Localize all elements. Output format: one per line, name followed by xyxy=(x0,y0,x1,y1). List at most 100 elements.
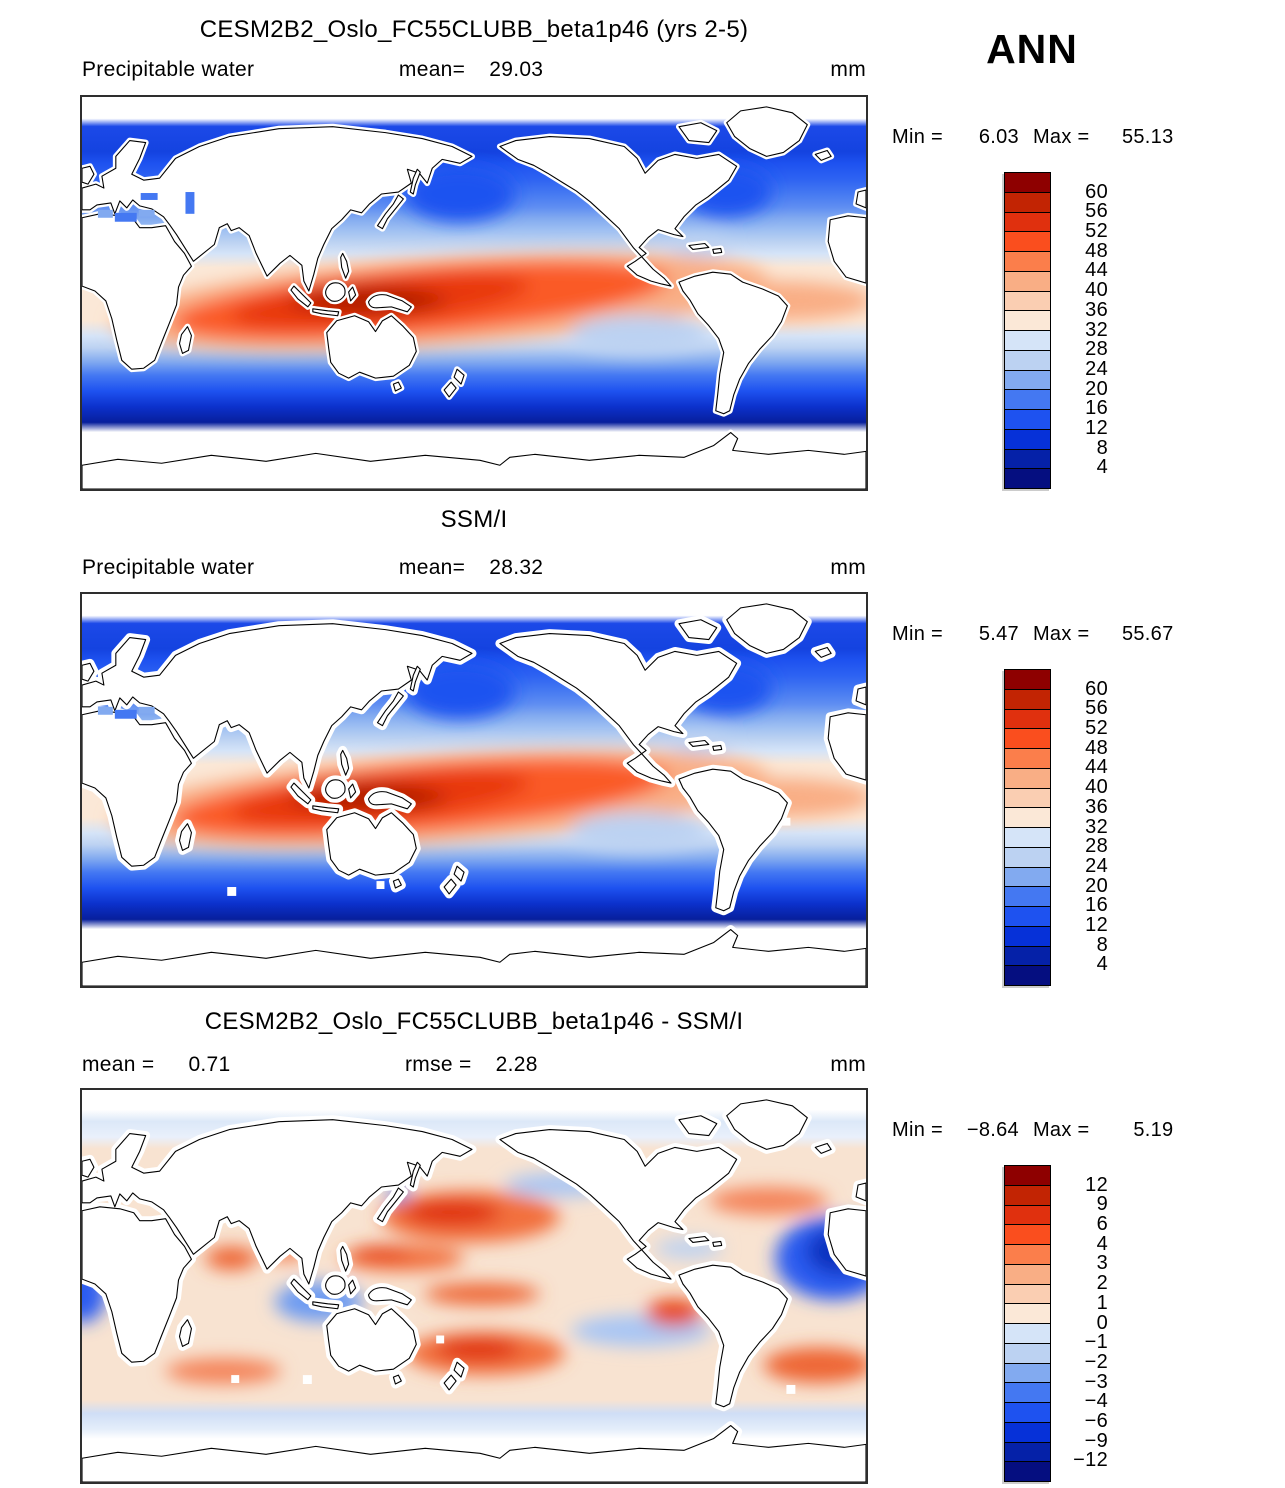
inland-seas xyxy=(97,706,155,719)
colorbar-cell xyxy=(1005,173,1050,192)
colorbar-tick: 48 xyxy=(1085,737,1108,759)
min-label: Min = xyxy=(892,1119,943,1141)
colorbar-cell xyxy=(1005,1204,1050,1225)
panel1-units-label: mm xyxy=(830,58,866,81)
colorbar-cell xyxy=(1005,330,1050,350)
panel2-variable-label: Precipitable water xyxy=(82,556,255,579)
colorbar-tick: −2 xyxy=(1084,1351,1108,1373)
colorbar-cell xyxy=(1005,1441,1050,1462)
rmse-label: rmse = xyxy=(405,1053,472,1076)
colorbar-tick: 20 xyxy=(1085,875,1108,897)
colorbar-cell xyxy=(1005,1244,1050,1264)
panel2-minmax: Min = 5.47 Max = 55.67 xyxy=(892,623,1204,646)
min-label: Min = xyxy=(892,126,943,148)
missing-data-cells xyxy=(227,817,791,900)
colorbar-cell xyxy=(1005,767,1050,788)
colorbar-tick: −6 xyxy=(1084,1410,1108,1432)
colorbar-tick: 28 xyxy=(1085,338,1108,360)
colorbar-cell xyxy=(1005,270,1050,291)
colorbar-tick: 2 xyxy=(1096,1272,1108,1294)
colorbar-cell xyxy=(1005,1342,1050,1363)
colorbar-cell xyxy=(1005,468,1050,488)
colorbar-tick: 32 xyxy=(1085,816,1108,838)
panel1-variable-label: Precipitable water xyxy=(82,58,255,81)
colorbar-cell xyxy=(1005,827,1050,847)
colorbar-cell xyxy=(1005,945,1050,966)
colorbar-cell xyxy=(1005,1184,1050,1205)
colorbar-cell xyxy=(1005,369,1050,390)
colorbar-cell xyxy=(1005,925,1050,946)
colorbar-tick: 6 xyxy=(1096,1213,1108,1235)
colorbar-cell xyxy=(1005,409,1050,429)
colorbar-tick: 8 xyxy=(1096,934,1108,956)
panel3-title: CESM2B2_Oslo_FC55CLUBB_beta1p46 - SSM/I xyxy=(204,1008,744,1035)
colorbar-cell xyxy=(1005,428,1050,449)
colorbar-bar xyxy=(1004,669,1051,986)
min-value: 6.03 xyxy=(978,126,1019,148)
mean-value: 0.71 xyxy=(188,1053,231,1076)
colorbar-tick: 12 xyxy=(1085,914,1108,936)
colorbar-bar xyxy=(1004,1165,1051,1482)
mean-label: mean= xyxy=(398,556,466,579)
colorbar-tick: 28 xyxy=(1085,835,1108,857)
max-label: Max = xyxy=(1032,126,1090,148)
colorbar-tick: 12 xyxy=(1085,417,1108,439)
colorbar-tick: 36 xyxy=(1085,299,1108,321)
colorbar-cell xyxy=(1005,1461,1050,1481)
colorbar-tick: −1 xyxy=(1084,1331,1108,1353)
colorbar-tick: 32 xyxy=(1085,319,1108,341)
colorbar-cell xyxy=(1005,1303,1050,1323)
colorbar-tick: 9 xyxy=(1096,1193,1108,1215)
colorbar-cell xyxy=(1005,310,1050,330)
colorbar-tick: 12 xyxy=(1085,1174,1108,1196)
colorbar-obs: 60 56 52 48 44 40 36 32 28 24 20 16 12 8 4 xyxy=(1004,669,1120,989)
world-map-model xyxy=(82,97,866,489)
colorbar-cell xyxy=(1005,1283,1050,1304)
colorbar-cell xyxy=(1005,1263,1050,1284)
colorbar-cell xyxy=(1005,1166,1050,1185)
colorbar-cell xyxy=(1005,807,1050,827)
max-label: Max = xyxy=(1032,1119,1090,1141)
colorbar-tick: 40 xyxy=(1085,776,1108,798)
panel1-subrow: Precipitable water mean= 29.03 mm xyxy=(80,58,868,86)
map-model xyxy=(80,95,868,491)
colorbar-tick: 52 xyxy=(1085,717,1108,739)
colorbar-tick: 4 xyxy=(1096,1233,1108,1255)
colorbar-tick: 36 xyxy=(1085,796,1108,818)
colorbar-cell xyxy=(1005,787,1050,808)
colorbar-tick: 44 xyxy=(1085,259,1108,281)
min-label: Min = xyxy=(892,623,943,645)
panel2-units-label: mm xyxy=(830,556,866,579)
colorbar-tick: 4 xyxy=(1096,953,1108,975)
world-map-obs xyxy=(82,594,866,986)
colorbar-cell xyxy=(1005,349,1050,370)
colorbar-cell xyxy=(1005,1382,1050,1402)
mean-label: mean = xyxy=(82,1053,155,1076)
colorbar-cell xyxy=(1005,748,1050,768)
colorbar-tick: 48 xyxy=(1085,240,1108,262)
panel2-mean-group: mean= 28.32 xyxy=(399,556,543,580)
colorbar-cell xyxy=(1005,688,1050,709)
colorbar-cell xyxy=(1005,1402,1050,1422)
colorbar-tick: 60 xyxy=(1085,181,1108,203)
inland-seas xyxy=(97,192,195,222)
colorbar-cell xyxy=(1005,1323,1050,1343)
colorbar-cell xyxy=(1005,886,1050,906)
colorbar-tick: 24 xyxy=(1085,358,1108,380)
panel1-mean-group: mean= 29.03 xyxy=(399,58,543,82)
colorbar-tick: 24 xyxy=(1085,855,1108,877)
colorbar-tick: 44 xyxy=(1085,756,1108,778)
colorbar-cell xyxy=(1005,866,1050,887)
colorbar-cell xyxy=(1005,191,1050,212)
colorbar-cell xyxy=(1005,670,1050,689)
mean-value: 28.32 xyxy=(489,556,544,579)
colorbar-cell xyxy=(1005,448,1050,469)
min-value: −8.64 xyxy=(966,1119,1019,1141)
season-label: ANN xyxy=(986,26,1078,72)
mean-value: 29.03 xyxy=(489,58,544,81)
colorbar-cell xyxy=(1005,728,1050,748)
colorbar-tick: 3 xyxy=(1096,1252,1108,1274)
colorbar-tick: −12 xyxy=(1073,1449,1108,1471)
colorbar-cell xyxy=(1005,846,1050,867)
colorbar-cell xyxy=(1005,211,1050,232)
